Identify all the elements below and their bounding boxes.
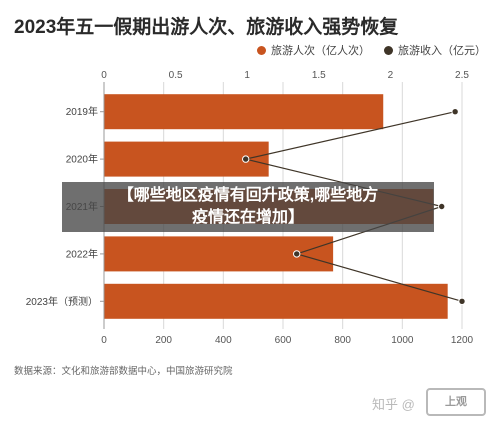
- chart-legend: 旅游人次（亿人次） 旅游收入（亿元）: [243, 42, 486, 58]
- bottom-axis-tick-label: 800: [334, 335, 351, 346]
- legend-bar-swatch: [257, 45, 266, 55]
- overlay-banner[interactable]: 【哪些地区疫情有回升政策,哪些地方 疫情还在增加】: [62, 182, 434, 232]
- bottom-axis-tick-label: 600: [275, 335, 292, 346]
- top-axis-tick-label: 1.5: [312, 70, 326, 81]
- shangguan-stamp-logo: 上观: [426, 388, 486, 416]
- legend-line-label: 旅游收入（亿元）: [398, 45, 486, 57]
- bar: [104, 283, 448, 319]
- legend-line-swatch: [384, 45, 393, 55]
- category-label: 2019年: [66, 105, 98, 118]
- top-axis-tick-label: 1: [244, 70, 250, 81]
- banner-line-2: 疫情还在增加】: [191, 209, 304, 226]
- banner-line-1: 【哪些地区疫情有回升政策,哪些地方: [117, 187, 379, 204]
- top-axis-tick-label: 2: [388, 70, 394, 81]
- top-axis-tick-label: 2.5: [455, 70, 469, 81]
- line-point: [438, 202, 446, 211]
- zhihu-watermark: 知乎 @: [372, 397, 415, 412]
- legend-item-line: 旅游收入（亿元）: [384, 42, 486, 58]
- top-axis-tick-label: 0: [101, 70, 107, 81]
- bottom-axis-tick-label: 0: [101, 335, 107, 346]
- line-point: [242, 155, 250, 163]
- bar: [104, 141, 269, 177]
- line-point: [293, 250, 301, 258]
- bottom-axis-tick-label: 200: [155, 335, 172, 346]
- category-label: 2020年: [66, 153, 98, 166]
- category-label: 2023年（预测）: [26, 295, 98, 308]
- line-point: [458, 297, 466, 305]
- top-axis-tick-label: 0.5: [169, 70, 183, 81]
- legend-item-bar: 旅游人次（亿人次）: [257, 42, 370, 58]
- chart-title: 2023年五一假期出游人次、旅游收入强势恢复: [14, 17, 399, 38]
- bar: [104, 94, 384, 130]
- bottom-axis-tick-label: 400: [215, 335, 232, 346]
- category-label: 2022年: [66, 247, 98, 260]
- bottom-axis-tick-label: 1200: [451, 335, 474, 346]
- data-source: 数据来源：文化和旅游部数据中心，中国旅游研究院: [14, 366, 233, 377]
- bottom-axis-tick-label: 1000: [391, 335, 414, 346]
- line-point: [451, 108, 459, 116]
- legend-bar-label: 旅游人次（亿人次）: [271, 45, 370, 57]
